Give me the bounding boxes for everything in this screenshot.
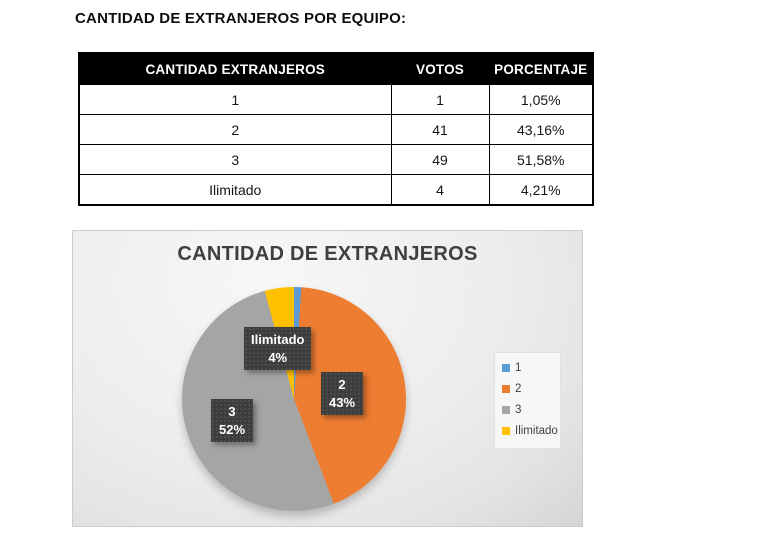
cell-votos: 1: [390, 84, 490, 115]
cell-porcentaje: 1,05%: [488, 84, 594, 115]
legend-label: 1: [515, 362, 522, 374]
legend-item-2: 2: [502, 383, 556, 395]
legend-item-ilimitado: Ilimitado: [502, 425, 558, 437]
table-row: 3 49 51,58%: [78, 144, 594, 175]
data-label-category: 3: [228, 404, 236, 419]
cell-cantidad: Ilimitado: [78, 174, 392, 206]
cell-porcentaje: 43,16%: [488, 114, 594, 145]
column-header-porcentaje: PORCENTAJE: [488, 52, 594, 85]
legend-label: Ilimitado: [515, 425, 558, 437]
data-label-category: Ilimitado: [251, 332, 305, 347]
legend-label: 3: [515, 404, 522, 416]
cell-votos: 41: [390, 114, 490, 145]
table-header-row: CANTIDAD EXTRANJEROS VOTOS PORCENTAJE: [78, 52, 594, 85]
data-label-percent: 4%: [268, 349, 288, 365]
table-row: 1 1 1,05%: [78, 84, 594, 115]
cell-cantidad: 3: [78, 144, 392, 175]
cell-cantidad: 2: [78, 114, 392, 145]
legend-swatch-icon: [502, 385, 510, 393]
data-label-percent: 52%: [218, 421, 246, 437]
cell-porcentaje: 51,58%: [488, 144, 594, 175]
pie-chart-container: CANTIDAD DE EXTRANJEROS Ilimitado 4% 2 4…: [72, 230, 583, 527]
cell-votos: 49: [390, 144, 490, 175]
legend-label: 2: [515, 383, 522, 395]
legend-swatch-icon: [502, 364, 510, 372]
column-header-votos: VOTOS: [390, 52, 490, 85]
table-row: Ilimitado 4 4,21%: [78, 174, 594, 206]
votes-table: CANTIDAD EXTRANJEROS VOTOS PORCENTAJE 1 …: [78, 52, 594, 206]
data-label-category: 2: [338, 377, 346, 392]
data-label-3: 3 52%: [211, 399, 253, 443]
column-header-cantidad: CANTIDAD EXTRANJEROS: [78, 52, 392, 85]
chart-title: CANTIDAD DE EXTRANJEROS: [177, 243, 478, 265]
legend-swatch-icon: [502, 427, 510, 435]
table-row: 2 41 43,16%: [78, 114, 594, 145]
data-label-ilimitado: Ilimitado 4%: [244, 327, 312, 371]
legend-item-1: 1: [502, 362, 556, 374]
cell-porcentaje: 4,21%: [488, 174, 594, 206]
cell-votos: 4: [390, 174, 490, 206]
data-label-percent: 43%: [328, 394, 356, 410]
legend-item-3: 3: [502, 404, 556, 416]
data-label-2: 2 43%: [321, 372, 363, 416]
chart-legend: 1 2 3 Ilimitado: [494, 352, 561, 449]
page-title: CANTIDAD DE EXTRANJEROS POR EQUIPO:: [75, 10, 407, 27]
cell-cantidad: 1: [78, 84, 392, 115]
legend-swatch-icon: [502, 406, 510, 414]
